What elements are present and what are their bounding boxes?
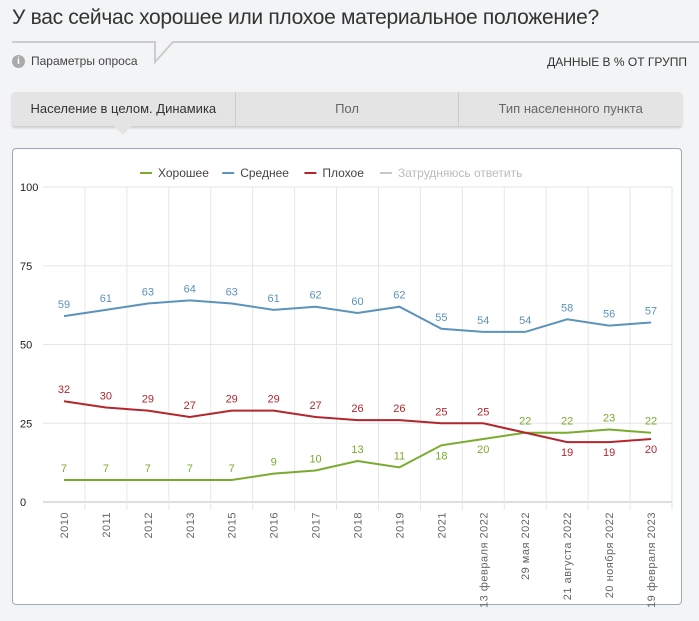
y-tick-label: 0 (20, 497, 26, 509)
data-label: 29 (226, 394, 238, 406)
info-icon: i (12, 54, 25, 68)
data-label: 62 (309, 290, 321, 302)
data-label: 62 (393, 290, 405, 302)
data-label: 54 (519, 315, 531, 327)
legend-item: Среднее (240, 166, 289, 180)
title-divider (12, 41, 699, 65)
tabs: Население в целом. Динамика Пол Тип насе… (12, 92, 682, 126)
data-label: 61 (100, 293, 112, 305)
data-label: 11 (394, 450, 405, 462)
data-label: 58 (561, 302, 573, 314)
tab-population-dynamics[interactable]: Население в целом. Динамика (30, 101, 217, 116)
data-label: 56 (603, 309, 615, 321)
data-label: 25 (477, 406, 489, 418)
data-label: 30 (100, 391, 112, 403)
data-label: 32 (58, 384, 70, 396)
x-tick-label: 2010 (59, 512, 71, 538)
units-label: ДАННЫЕ В % ОТ ГРУПП (547, 55, 687, 69)
y-tick-label: 50 (20, 340, 32, 352)
data-label: 23 (603, 413, 615, 425)
y-tick-label: 25 (20, 418, 32, 430)
data-label: 13 (351, 444, 363, 456)
x-tick-label: 13 февраля 2022 (478, 512, 490, 608)
y-tick-label: 100 (20, 182, 38, 194)
data-label: 26 (351, 403, 363, 415)
series-line (63, 428, 652, 481)
survey-params-link[interactable]: i Параметры опроса (12, 54, 138, 68)
data-label: 27 (309, 400, 321, 412)
data-label: 59 (58, 299, 70, 311)
x-tick-label: 20 ноября 2022 (604, 512, 616, 598)
data-label: 60 (351, 296, 363, 308)
data-label: 20 (645, 444, 657, 456)
data-label: 7 (103, 463, 109, 475)
active-tab-pointer (114, 126, 132, 135)
data-label: 26 (393, 403, 405, 415)
x-tick-label: 2017 (311, 512, 323, 538)
data-label: 7 (229, 463, 235, 475)
legend-item: Затрудняюсь ответить (398, 166, 522, 180)
data-label: 29 (268, 394, 280, 406)
x-tick-label: 2019 (394, 512, 406, 538)
data-label: 9 (271, 457, 277, 469)
data-label: 20 (477, 444, 489, 456)
chart-panel (12, 148, 682, 605)
data-label: 63 (142, 287, 154, 299)
data-label: 7 (187, 463, 193, 475)
data-label: 19 (603, 447, 615, 459)
data-label: 54 (477, 315, 489, 327)
legend-item: Плохое (322, 166, 364, 180)
x-tick-label: 19 февраля 2023 (646, 512, 658, 608)
tab-settlement-type[interactable]: Тип населенного пункта (458, 92, 682, 126)
data-label: 64 (184, 283, 196, 295)
data-label: 61 (268, 293, 280, 305)
x-tick-label: 21 августа 2022 (562, 512, 574, 600)
x-tick-label: 2013 (185, 512, 197, 538)
data-label: 27 (184, 400, 196, 412)
data-label: 19 (561, 447, 573, 459)
x-tick-label: 2016 (269, 512, 281, 538)
data-label: 22 (519, 416, 531, 428)
data-label: 57 (645, 305, 657, 317)
x-tick-label: 2015 (227, 512, 239, 538)
data-label: 25 (435, 406, 447, 418)
page-title: У вас сейчас хорошее или плохое материал… (12, 6, 599, 29)
series-line (63, 299, 652, 333)
series-line (63, 400, 652, 444)
x-tick-label: 2018 (353, 512, 365, 538)
data-label: 7 (145, 463, 151, 475)
data-label: 18 (435, 450, 447, 462)
y-tick-label: 75 (20, 261, 32, 273)
data-label: 55 (435, 312, 447, 324)
data-label: 22 (645, 416, 657, 428)
x-tick-label: 2012 (143, 512, 155, 538)
legend-item: Хорошее (158, 166, 209, 180)
x-tick-label: 2011 (101, 512, 113, 538)
data-label: 10 (309, 454, 321, 466)
data-label: 7 (61, 463, 67, 475)
data-label: 22 (561, 416, 573, 428)
data-label: 29 (142, 394, 154, 406)
data-label: 63 (226, 287, 238, 299)
tab-gender[interactable]: Пол (234, 92, 459, 126)
x-tick-label: 2021 (436, 512, 448, 538)
x-tick-label: 29 мая 2022 (520, 512, 532, 580)
survey-params-label: Параметры опроса (31, 54, 138, 68)
